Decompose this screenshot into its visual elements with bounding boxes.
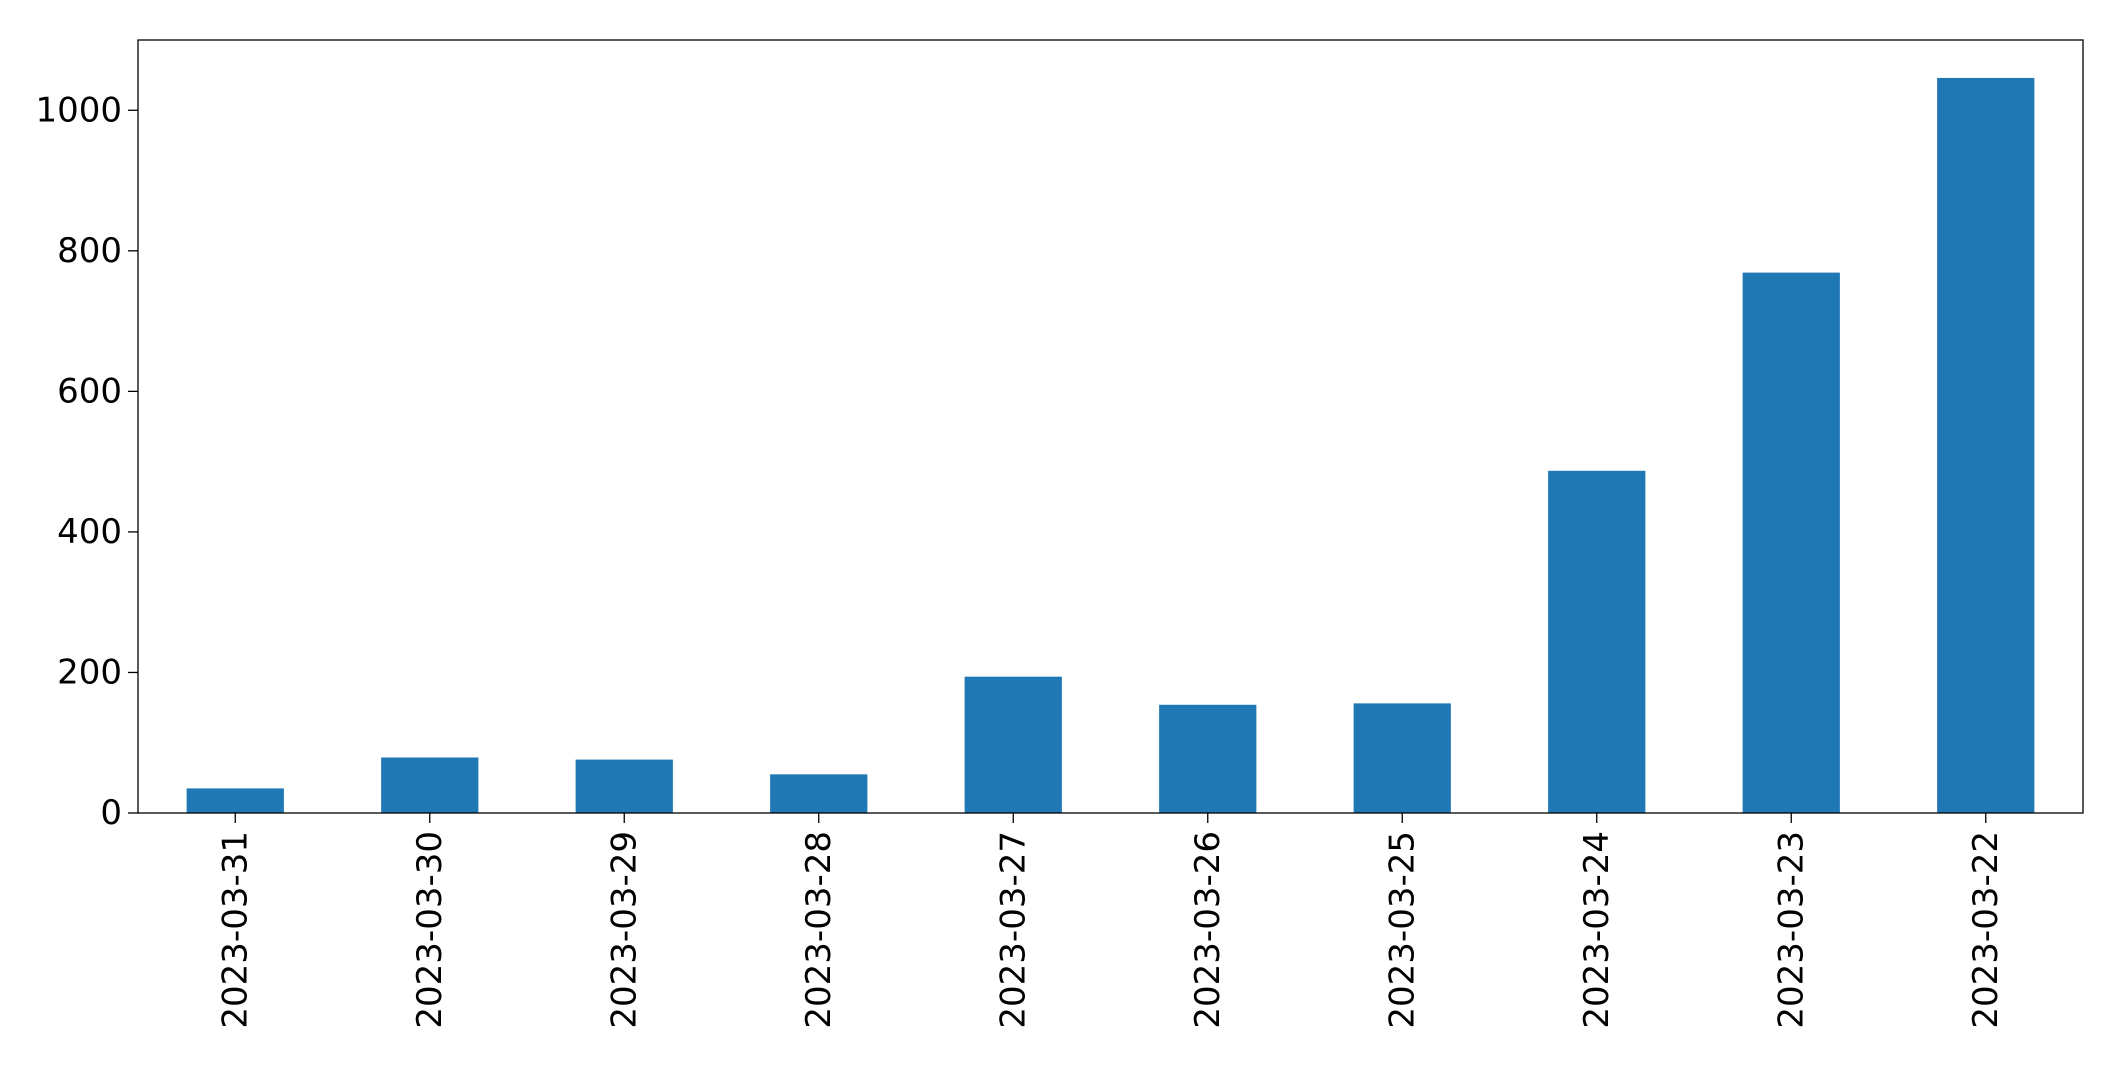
y-tick-label: 400 [57, 512, 122, 552]
x-tick-label: 2023-03-31 [215, 831, 255, 1029]
bar-2023-03-25 [1353, 703, 1451, 813]
x-tick-label: 2023-03-26 [1188, 831, 1228, 1029]
bar-2023-03-24 [1548, 470, 1646, 813]
y-tick-label: 0 [100, 793, 122, 833]
bar-2023-03-31 [186, 788, 284, 813]
bar-2023-03-22 [1937, 77, 2035, 814]
x-tick-label: 2023-03-27 [993, 831, 1033, 1029]
x-axis: 2023-03-31 2023-03-30 2023-03-29 2023-03-28… [215, 813, 2006, 1029]
bar-2023-03-23 [1742, 272, 1840, 813]
x-tick-label: 2023-03-29 [604, 831, 644, 1029]
bars-group [186, 77, 2035, 814]
y-tick-label: 800 [57, 231, 122, 271]
bar-2023-03-27 [964, 676, 1062, 813]
y-tick-label: 1000 [35, 90, 122, 130]
bar-2023-03-28 [770, 774, 868, 813]
bar-2023-03-26 [1159, 704, 1257, 813]
y-tick-label: 600 [57, 371, 122, 411]
y-tick-label: 200 [57, 652, 122, 692]
plot-frame [137, 39, 2084, 814]
x-tick-label: 2023-03-24 [1577, 831, 1617, 1029]
bar-2023-03-30 [381, 757, 479, 813]
x-tick-label: 2023-03-22 [1966, 831, 2006, 1029]
bar-2023-03-29 [575, 759, 673, 813]
x-tick-label: 2023-03-25 [1382, 831, 1422, 1029]
x-tick-label: 2023-03-23 [1771, 831, 1811, 1029]
x-tick-label: 2023-03-30 [410, 831, 450, 1029]
x-tick-label: 2023-03-28 [799, 831, 839, 1029]
y-axis: 0 200 400 600 800 1000 [35, 90, 138, 833]
